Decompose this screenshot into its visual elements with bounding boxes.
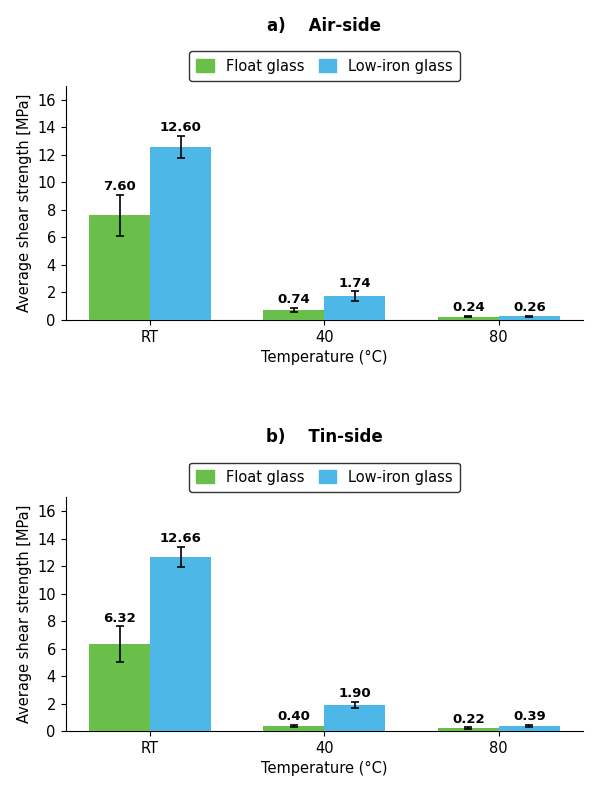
Bar (89, 216, 150, 320)
Title: a)    Air-side: a) Air-side (268, 17, 382, 35)
Bar (263, 726, 325, 731)
Y-axis label: Average shear strength [MPa]: Average shear strength [MPa] (17, 505, 32, 723)
Bar (438, 728, 499, 731)
Text: 0.40: 0.40 (278, 710, 310, 723)
Bar (325, 296, 385, 320)
X-axis label: Temperature (°C): Temperature (°C) (261, 351, 388, 366)
Text: 7.60: 7.60 (103, 180, 136, 193)
Bar (263, 310, 325, 320)
Bar (150, 557, 211, 731)
Text: 12.66: 12.66 (160, 532, 202, 545)
Text: 0.74: 0.74 (278, 293, 310, 306)
Bar (438, 316, 499, 320)
Bar (499, 726, 560, 731)
Bar (150, 147, 211, 320)
Text: 0.39: 0.39 (513, 711, 545, 723)
Text: 1.90: 1.90 (338, 688, 371, 700)
Bar (499, 316, 560, 320)
Y-axis label: Average shear strength [MPa]: Average shear strength [MPa] (17, 94, 32, 312)
Title: b)    Tin-side: b) Tin-side (266, 427, 383, 446)
Text: 0.24: 0.24 (452, 301, 485, 314)
Text: 6.32: 6.32 (103, 611, 136, 625)
Text: 0.26: 0.26 (513, 301, 545, 314)
Bar (325, 705, 385, 731)
Text: 1.74: 1.74 (338, 277, 371, 289)
Legend: Float glass, Low-iron glass: Float glass, Low-iron glass (189, 52, 460, 81)
Legend: Float glass, Low-iron glass: Float glass, Low-iron glass (189, 462, 460, 492)
Bar (89, 644, 150, 731)
Text: 12.60: 12.60 (160, 121, 202, 134)
Text: 0.22: 0.22 (452, 713, 485, 726)
X-axis label: Temperature (°C): Temperature (°C) (261, 761, 388, 776)
